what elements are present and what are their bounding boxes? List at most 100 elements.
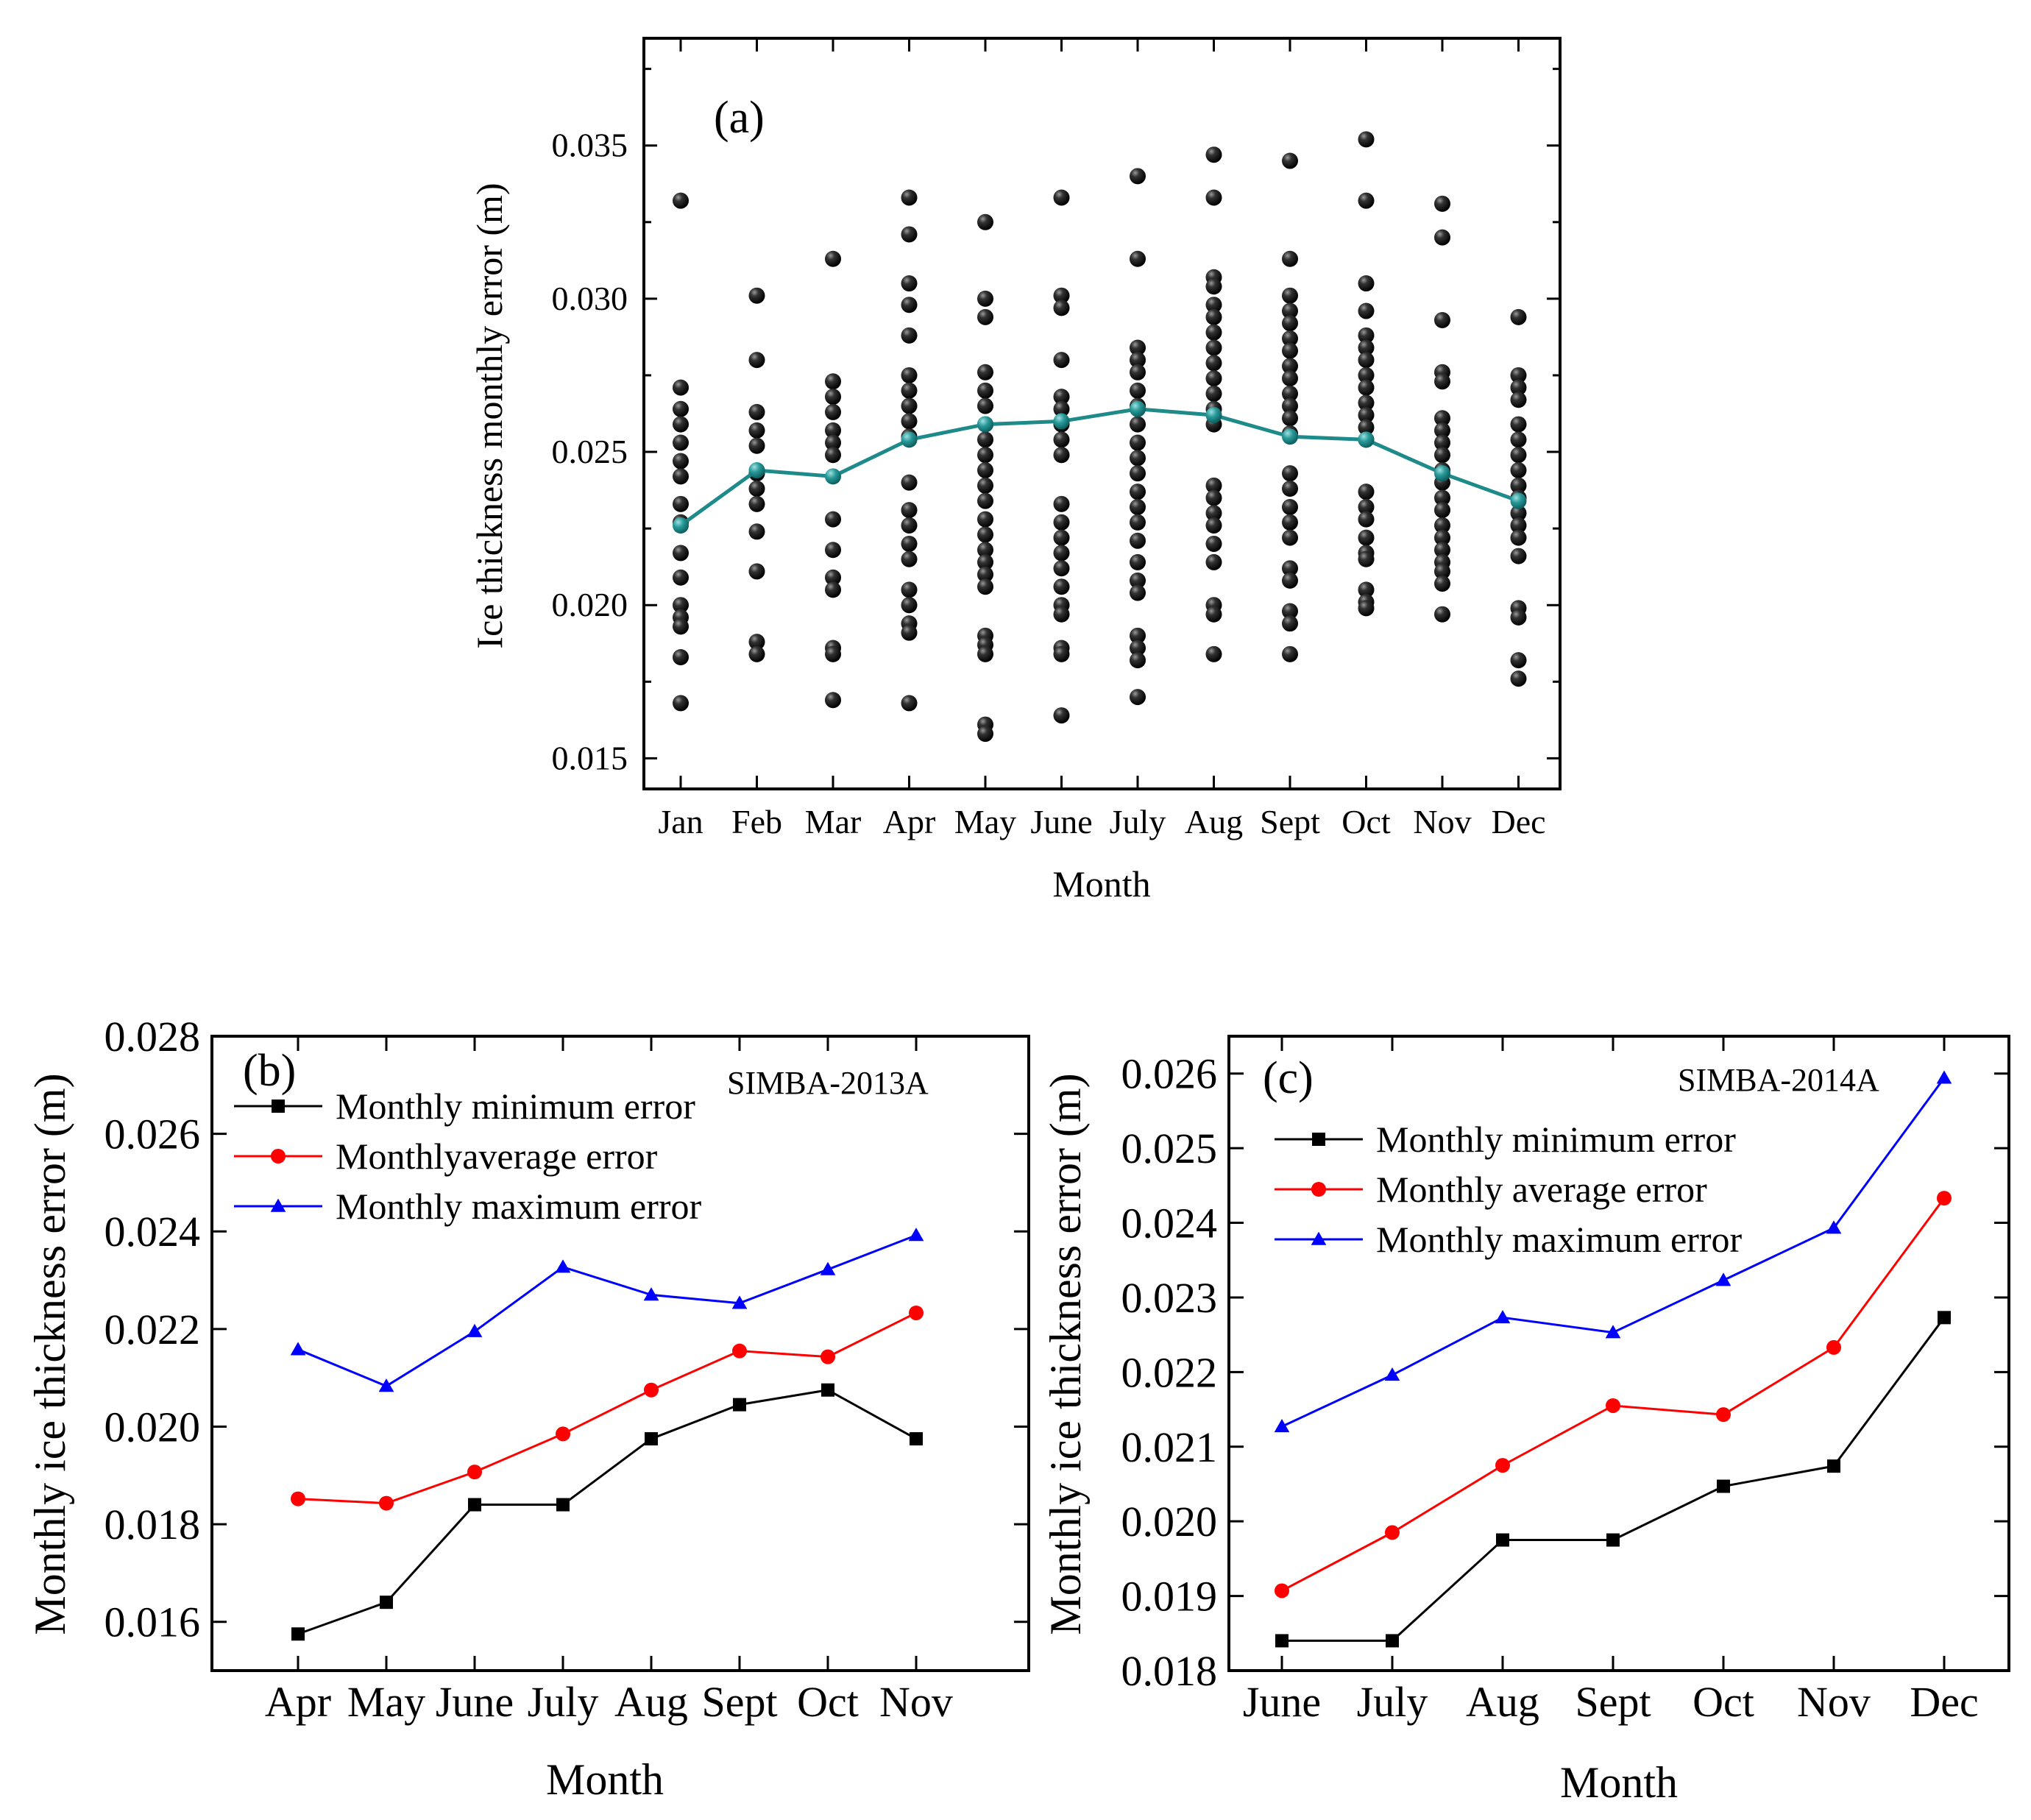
panel-b-legend-marker xyxy=(271,1149,286,1164)
panel-a-scatter-point xyxy=(1130,532,1146,549)
panel-a-scatter-point xyxy=(1130,382,1146,399)
panel-c-series-point-triangle xyxy=(1936,1070,1952,1084)
panel-b-series-point-square xyxy=(910,1432,923,1446)
panel-c-x-tick-label: July xyxy=(1357,1678,1428,1726)
panel-a-scatter-point xyxy=(1510,529,1527,546)
panel-a-scatter-point xyxy=(825,250,841,267)
panel-a-scatter-point xyxy=(1510,308,1527,325)
panel-a-scatter-point xyxy=(1130,364,1146,380)
panel-c-line-chart: 0.018 0.019 0.020 0.021 0.022 0.023 0.024 0.025… xyxy=(1041,1035,2010,1807)
panel-a-scatter-point xyxy=(977,477,993,494)
panel-a-scatter-chart: 0.015 0.020 0.025 0.030 0.035 Jan Feb Mar Apr May… xyxy=(469,37,1562,904)
panel-a-scatter-point xyxy=(1434,576,1450,592)
panel-b-legend-marker xyxy=(270,1198,286,1212)
panel-a-scatter-point xyxy=(1434,447,1450,464)
panel-c-series-point-circle xyxy=(1606,1398,1620,1413)
panel-a-scatter-point xyxy=(1130,339,1146,356)
panel-a-scatter-point xyxy=(1434,434,1450,451)
panel-a-scatter-point xyxy=(673,400,689,417)
panel-a-scatter-point xyxy=(1130,572,1146,589)
panel-a-scatter-point xyxy=(1434,373,1450,390)
panel-a-x-tick-label: Mar xyxy=(805,803,862,840)
panel-a-scatter-point xyxy=(977,553,993,570)
panel-c-y-tick-label: 0.020 xyxy=(1121,1498,1218,1545)
panel-a-scatter-point xyxy=(1130,434,1146,451)
panel-a-scatter-point xyxy=(1130,553,1146,570)
panel-c-y-tick-label: 0.019 xyxy=(1121,1573,1218,1621)
panel-a-scatter-point xyxy=(901,226,918,243)
panel-a-scatter-point xyxy=(1205,146,1222,163)
panel-b-series-point-square xyxy=(821,1383,834,1397)
panel-a-scatter-point xyxy=(1434,502,1450,519)
panel-b-y-tick-label: 0.020 xyxy=(104,1403,201,1451)
panel-c-y-tick-label: 0.021 xyxy=(1121,1423,1218,1471)
panel-c-series-point-circle xyxy=(1716,1407,1731,1423)
panel-c-y-tick-label: 0.018 xyxy=(1121,1647,1218,1695)
panel-b-y-tick-label: 0.022 xyxy=(104,1306,201,1353)
panel-a-scatter-point xyxy=(1130,640,1146,656)
panel-a-scatter-point xyxy=(673,468,689,485)
panel-b-legend-marker xyxy=(272,1100,285,1113)
panel-a-average-point xyxy=(977,416,993,433)
panel-a-scatter-point xyxy=(1358,419,1375,436)
panel-b-y-tick-label: 0.016 xyxy=(104,1598,201,1646)
panel-a-scatter-point xyxy=(977,726,993,743)
panel-a-scatter-point xyxy=(1434,229,1450,246)
panel-a-scatter-point xyxy=(901,550,918,567)
panel-b-series-point-circle xyxy=(291,1491,305,1506)
panel-a-scatter-point xyxy=(1434,195,1450,212)
panel-a-scatter-point xyxy=(1434,410,1450,427)
panel-c-series-point-square xyxy=(1827,1459,1840,1473)
panel-a-scatter-point xyxy=(748,287,765,304)
panel-a-y-tick-label: 0.035 xyxy=(552,127,628,164)
panel-c-x-tick-label: Nov xyxy=(1797,1678,1871,1726)
panel-c-series-point-triangle xyxy=(1826,1220,1842,1234)
panel-a-scatter-point xyxy=(1282,302,1298,319)
panel-c-legend-marker xyxy=(1311,1231,1327,1245)
panel-a-scatter-point xyxy=(1358,302,1375,319)
panel-a-scatter-point xyxy=(901,581,918,598)
panel-a-average-line xyxy=(679,407,1520,527)
panel-a-scatter-point xyxy=(1053,606,1070,623)
panel-a-scatter-point xyxy=(1053,529,1070,546)
panel-a-x-tick-label: Dec xyxy=(1491,803,1545,840)
panel-a-scatter-point xyxy=(1282,287,1298,304)
panel-a-scatter-point xyxy=(1510,447,1527,464)
panel-c-y-axis-title: Monthly ice thickness error (m) xyxy=(1041,1073,1090,1635)
panel-a-scatter-point xyxy=(1053,352,1070,369)
panel-a-scatter-point xyxy=(1205,308,1222,325)
panel-a-scatter-point xyxy=(1358,339,1375,356)
panel-a-scatter-point xyxy=(748,352,765,369)
panel-a-scatter-point xyxy=(1510,431,1527,448)
panel-c-plot-frame xyxy=(1227,1035,2010,1672)
panel-a-scatter-point xyxy=(1510,548,1527,564)
panel-a-scatter-point xyxy=(748,403,765,420)
panel-a-scatter-point xyxy=(673,618,689,635)
panel-a-scatter-point xyxy=(1510,462,1527,479)
panel-a-scatter-point xyxy=(1282,529,1298,546)
panel-a-scatter-point xyxy=(1282,385,1298,402)
panel-c-legend-label: Monthly maximum error xyxy=(1376,1219,1742,1260)
panel-c-y-tick-label: 0.023 xyxy=(1121,1274,1218,1322)
panel-c-y-tick-label: 0.022 xyxy=(1121,1348,1218,1396)
panel-b-series-point-square xyxy=(291,1627,305,1641)
panel-a-scatter-point xyxy=(825,422,841,439)
panel-a-scatter-point xyxy=(1282,498,1298,515)
panel-a-scatter-point xyxy=(1130,498,1146,515)
panel-a-scatter-point xyxy=(1434,606,1450,623)
panel-b-series-point-square xyxy=(645,1432,658,1446)
panel-a-scatter-point xyxy=(1053,514,1070,531)
panel-b-x-tick-label: Nov xyxy=(879,1678,953,1726)
panel-b-series-point-circle xyxy=(820,1349,835,1364)
panel-a-average-point xyxy=(1434,465,1450,482)
panel-b-y-tick-label: 0.024 xyxy=(104,1208,201,1256)
panel-c-series-point-circle xyxy=(1826,1339,1841,1355)
panel-a-scatter-point xyxy=(1282,572,1298,589)
panel-a-scatter-point xyxy=(901,535,918,552)
panel-a-label: (a) xyxy=(714,93,765,143)
panel-a-scatter-point xyxy=(977,511,993,528)
panel-a-scatter-point xyxy=(673,453,689,470)
panel-a-x-tick-label: June xyxy=(1030,803,1092,840)
panel-b-legend: Monthly minimum error Monthlyaverage erro… xyxy=(234,1086,701,1227)
panel-a-scatter-point xyxy=(1282,645,1298,662)
